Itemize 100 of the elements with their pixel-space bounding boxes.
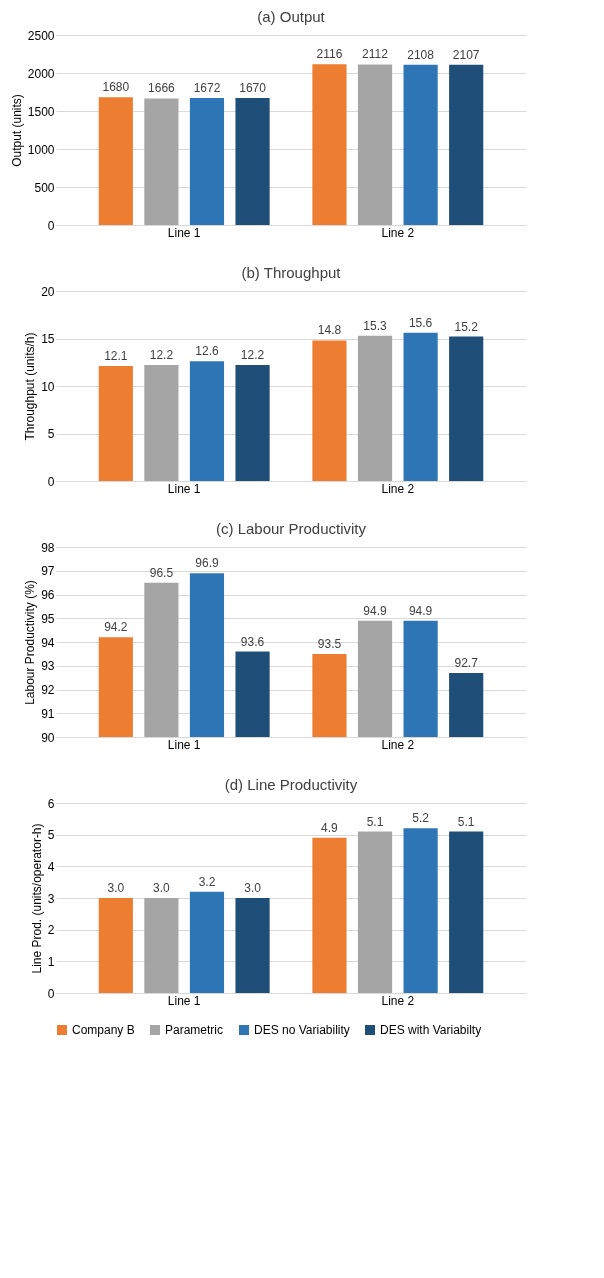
data-label: 2116 — [316, 47, 343, 62]
data-label: 12.2 — [240, 348, 265, 363]
data-label: 12.6 — [195, 344, 219, 359]
y-tick-label: 98 — [41, 540, 55, 555]
bar — [98, 898, 133, 993]
bar — [312, 837, 347, 993]
y-tick-label: 2000 — [27, 66, 55, 81]
data-label: 4.9 — [321, 820, 339, 835]
y-tick-label: 1 — [47, 954, 55, 969]
y-tick-label: 94 — [41, 635, 55, 650]
chart-title: (a) Output — [257, 8, 326, 25]
bar — [449, 64, 484, 225]
y-tick-label: 5 — [47, 427, 55, 441]
data-label: 1666 — [148, 81, 176, 96]
y-tick-label: 96 — [41, 588, 55, 602]
y-tick-label: 90 — [41, 730, 55, 745]
legend-label: DES no Variability — [254, 1023, 350, 1037]
bar — [312, 340, 347, 481]
data-label: 3.0 — [107, 881, 125, 895]
data-label: 12.1 — [104, 349, 128, 364]
y-axis-title: Labour Productivity (%) — [23, 580, 38, 705]
y-tick-label: 91 — [41, 706, 55, 721]
data-label: 3.0 — [153, 881, 171, 895]
y-tick-label: 3 — [47, 891, 55, 906]
y-tick-label: 20 — [41, 284, 55, 299]
data-label: 96.9 — [195, 556, 219, 571]
bar — [357, 335, 393, 481]
chart-title: (c) Labour Productivity — [215, 520, 367, 537]
x-tick-label: Line 2 — [381, 481, 415, 496]
legend-label: Company B — [72, 1023, 135, 1037]
y-tick-label: 0 — [47, 474, 55, 489]
data-label: 1670 — [239, 81, 267, 96]
bar — [189, 361, 225, 481]
y-tick-label: 97 — [41, 564, 55, 579]
data-label: 1672 — [193, 80, 221, 95]
y-tick-label: 4 — [47, 859, 55, 874]
bar — [403, 828, 438, 993]
bar — [357, 831, 393, 993]
bar — [403, 332, 438, 481]
y-tick-label: 1000 — [27, 142, 55, 157]
data-label: 96.5 — [149, 565, 174, 580]
x-tick-label: Line 1 — [167, 481, 201, 496]
data-label: 5.1 — [366, 814, 384, 829]
y-tick-label: 15 — [41, 332, 55, 346]
x-tick-label: Line 2 — [381, 993, 415, 1008]
legend-label: DES with Variabilty — [380, 1023, 482, 1037]
y-tick-label: 93 — [41, 659, 55, 674]
data-label: 93.6 — [240, 634, 265, 649]
data-label: 93.5 — [317, 636, 342, 651]
y-tick-label: 10 — [41, 379, 55, 394]
data-label: 5.2 — [412, 811, 430, 826]
bar — [235, 898, 270, 993]
y-tick-label: 2 — [47, 923, 55, 938]
chart-title: (d) Line Productivity — [224, 776, 358, 793]
x-tick-label: Line 1 — [167, 993, 201, 1008]
data-label: 2108 — [407, 47, 435, 62]
x-tick-label: Line 1 — [167, 737, 201, 752]
y-tick-label: 500 — [34, 180, 55, 195]
y-tick-label: 0 — [47, 986, 55, 1001]
y-tick-label: 1500 — [27, 104, 55, 119]
y-tick-label: 0 — [47, 218, 55, 233]
y-tick-label: 95 — [41, 611, 55, 626]
y-tick-label: 6 — [47, 796, 55, 811]
y-axis-title: Output (units) — [9, 94, 24, 167]
legend-label: Parametric — [165, 1023, 224, 1037]
chart-title: (b) Throughput — [241, 264, 342, 281]
data-label: 94.9 — [363, 603, 388, 618]
x-tick-label: Line 1 — [167, 225, 201, 240]
bar — [312, 64, 347, 225]
bar — [98, 366, 133, 481]
bar — [235, 365, 270, 481]
bar — [144, 898, 179, 993]
data-label: 92.7 — [454, 655, 479, 670]
y-axis-title: Line Prod. (units/operator-h) — [29, 823, 44, 974]
data-label: 1680 — [102, 80, 130, 95]
data-label: 14.8 — [317, 323, 342, 338]
data-label: 2112 — [362, 47, 389, 62]
bar — [98, 97, 133, 225]
data-label: 15.3 — [363, 318, 388, 333]
bar — [144, 98, 179, 225]
bar — [357, 64, 393, 225]
data-label: 5.1 — [457, 814, 475, 829]
data-label: 15.6 — [408, 315, 433, 330]
bar — [403, 64, 438, 225]
data-label: 94.9 — [408, 603, 433, 618]
x-tick-label: Line 2 — [381, 737, 415, 752]
data-label: 3.0 — [244, 881, 262, 895]
bar — [144, 365, 179, 481]
data-label: 2107 — [452, 47, 480, 62]
y-tick-label: 92 — [41, 683, 55, 697]
data-label: 12.2 — [149, 348, 174, 363]
bar — [189, 891, 225, 993]
data-label: 15.2 — [454, 319, 479, 334]
data-label: 94.2 — [104, 620, 128, 635]
data-label: 3.2 — [198, 874, 216, 889]
y-axis-title: Throughput (units/h) — [23, 332, 38, 441]
bar — [449, 336, 484, 481]
bar — [449, 831, 484, 993]
y-tick-label: 5 — [47, 828, 55, 843]
x-tick-label: Line 2 — [381, 225, 415, 240]
